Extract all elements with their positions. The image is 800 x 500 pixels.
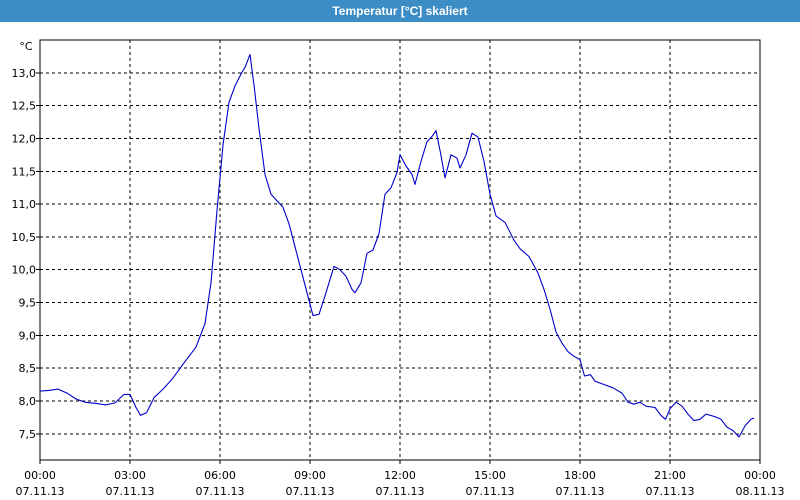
x-tick-date-label: 07.11.13 xyxy=(466,485,515,498)
axes xyxy=(36,39,761,464)
y-tick-label: 9,0 xyxy=(19,329,37,342)
x-tick-date-label: 07.11.13 xyxy=(106,485,155,498)
y-tick-label: 13,0 xyxy=(12,67,37,80)
grid xyxy=(40,40,760,460)
x-tick-date-label: 07.11.13 xyxy=(556,485,605,498)
x-tick-date-label: 08.11.13 xyxy=(736,485,785,498)
x-tick-time-label: 15:00 xyxy=(474,469,506,482)
x-tick-time-label: 06:00 xyxy=(204,469,236,482)
y-tick-label: 11,5 xyxy=(12,165,37,178)
plot-frame xyxy=(39,39,761,461)
x-tick-date-label: 07.11.13 xyxy=(286,485,335,498)
y-tick-label: 8,5 xyxy=(19,362,37,375)
y-tick-label: 10,0 xyxy=(12,264,37,277)
x-tick-date-label: 07.11.13 xyxy=(376,485,425,498)
x-tick-time-label: 00:00 xyxy=(24,469,56,482)
y-tick-label: 9,5 xyxy=(19,297,37,310)
x-tick-time-label: 03:00 xyxy=(114,469,146,482)
series xyxy=(39,53,755,438)
tick-labels: 7,5 8,0 8,5 9,0 9,5 10,0 10,5 11,0 11,5 12,0 12,5 1… xyxy=(12,40,785,498)
x-tick-time-label: 00:00 xyxy=(744,469,776,482)
temperature-series-line xyxy=(39,53,755,438)
x-tick-time-label: 09:00 xyxy=(294,469,326,482)
title-bar: Temperatur [°C] skaliert xyxy=(0,0,800,22)
y-tick-label: 12,0 xyxy=(12,132,37,145)
y-tick-label: 7,5 xyxy=(19,428,37,441)
x-tick-date-label: 07.11.13 xyxy=(646,485,695,498)
y-tick-label: 12,5 xyxy=(12,100,37,113)
y-axis-unit-label: °C xyxy=(19,40,33,53)
x-tick-date-label: 07.11.13 xyxy=(16,485,65,498)
y-tick-label: 10,5 xyxy=(12,231,37,244)
x-tick-time-label: 18:00 xyxy=(564,469,596,482)
x-tick-date-label: 07.11.13 xyxy=(196,485,245,498)
x-tick-time-label: 12:00 xyxy=(384,469,416,482)
x-tick-time-label: 21:00 xyxy=(654,469,686,482)
y-tick-label: 8,0 xyxy=(19,395,37,408)
y-tick-label: 11,0 xyxy=(12,198,37,211)
